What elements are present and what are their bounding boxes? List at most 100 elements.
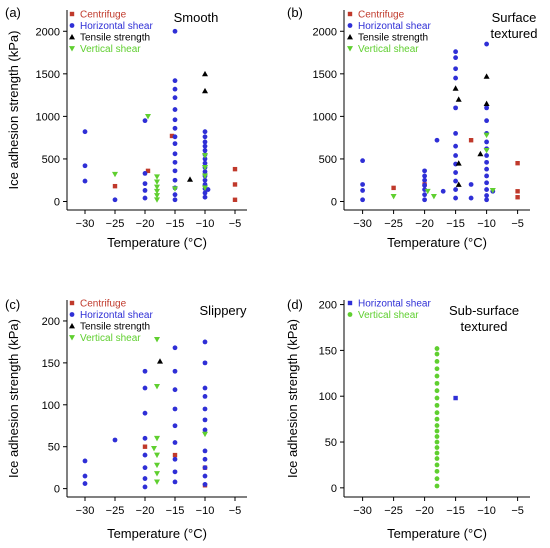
data-point (154, 174, 160, 180)
x-tick-label: −25 (384, 505, 403, 517)
series-vertical-shear (390, 132, 496, 200)
data-point (202, 385, 208, 391)
panel-b: −30 −25 −20 −15 −10 −5 0 500 1000 1500 2000 Tempera… (287, 5, 537, 250)
data-point (453, 143, 458, 149)
data-point (142, 385, 148, 391)
data-point (434, 388, 440, 394)
legend-marker (69, 323, 75, 329)
data-point (202, 448, 208, 454)
data-point (142, 195, 148, 201)
series-vertical-shear (112, 113, 208, 203)
data-point (187, 176, 193, 182)
data-point (453, 66, 458, 72)
data-point (434, 366, 440, 372)
x-axis-title: Temperature (°C) (387, 235, 487, 250)
data-point (82, 129, 88, 135)
data-point (172, 28, 178, 34)
legend-label: Horizontal shear (358, 299, 431, 310)
data-point (172, 197, 178, 203)
data-point (145, 168, 151, 174)
y-tick-label: 200 (42, 316, 60, 328)
series-tensile-strength (452, 73, 490, 187)
y-tick-label: 100 (42, 400, 60, 412)
data-point (142, 118, 148, 124)
data-point (453, 75, 458, 81)
data-point (154, 193, 160, 199)
data-point (434, 450, 440, 456)
data-point (453, 170, 458, 175)
legend-label: Centrifuge (80, 299, 127, 310)
data-point (424, 188, 431, 195)
data-point (484, 173, 489, 179)
data-point (172, 168, 178, 174)
data-point (455, 160, 462, 166)
data-point (202, 427, 208, 433)
data-point (142, 444, 148, 449)
x-tick-label: −20 (136, 505, 155, 517)
data-point (484, 153, 489, 158)
data-point (172, 141, 178, 147)
data-point (142, 410, 148, 416)
data-point (202, 456, 208, 462)
y-axis-title: Ice adhesion strength (kPa) (6, 31, 21, 190)
data-point (154, 197, 160, 203)
data-point (484, 166, 489, 172)
data-point (434, 395, 440, 401)
data-point (483, 100, 490, 107)
data-point (154, 435, 160, 442)
data-point (172, 423, 178, 429)
data-point (434, 468, 440, 474)
data-point (202, 394, 208, 399)
data-point (422, 177, 427, 183)
data-point (422, 168, 427, 174)
data-point (232, 197, 238, 202)
data-point (202, 153, 208, 159)
x-axis-title: Temperature (°C) (107, 526, 207, 541)
data-point (202, 169, 208, 175)
data-point (484, 105, 489, 111)
y-tick-label: 150 (42, 358, 60, 370)
y-tick-label: 1500 (36, 69, 60, 81)
y-tick-label: 500 (42, 154, 60, 166)
data-point (202, 134, 208, 140)
data-point (434, 380, 440, 386)
x-tick-label: −30 (353, 505, 372, 517)
panel-caption: Slippery (200, 303, 247, 318)
y-tick-label: 50 (325, 437, 337, 449)
data-point (434, 410, 440, 416)
data-point (154, 479, 160, 485)
data-point (112, 197, 118, 203)
panel-caption: textured (491, 26, 538, 41)
data-point (484, 159, 489, 165)
data-point (172, 345, 178, 351)
data-point (434, 416, 440, 422)
data-point (484, 180, 489, 186)
x-tick-label: −10 (196, 505, 215, 517)
data-point (202, 148, 208, 153)
x-tick-label: −25 (106, 505, 125, 517)
y-tick-label: 50 (48, 442, 60, 454)
data-point (202, 190, 208, 196)
data-point (232, 166, 238, 172)
legend-marker (69, 335, 75, 341)
data-point (82, 163, 88, 169)
panel-d: −30 −25 −20 −15 −10 −5 0 50 100 150 200 Temperature… (285, 297, 530, 541)
x-tick-label: −15 (446, 218, 465, 230)
x-tick-label: −10 (477, 218, 496, 230)
x-tick-label: −30 (353, 218, 372, 230)
data-point (434, 434, 440, 439)
data-point (391, 185, 396, 191)
data-point (172, 456, 178, 462)
series-horizontal-shear (82, 28, 211, 203)
data-point (145, 113, 151, 120)
x-tick-label: −5 (229, 218, 242, 230)
legend-marker (69, 46, 75, 52)
data-point (202, 482, 208, 487)
data-point (172, 192, 178, 198)
legend-marker (69, 312, 75, 317)
data-point (483, 73, 490, 79)
x-tick-label: −30 (76, 505, 95, 517)
data-point (172, 117, 178, 123)
legend-label: Centrifuge (358, 10, 405, 21)
